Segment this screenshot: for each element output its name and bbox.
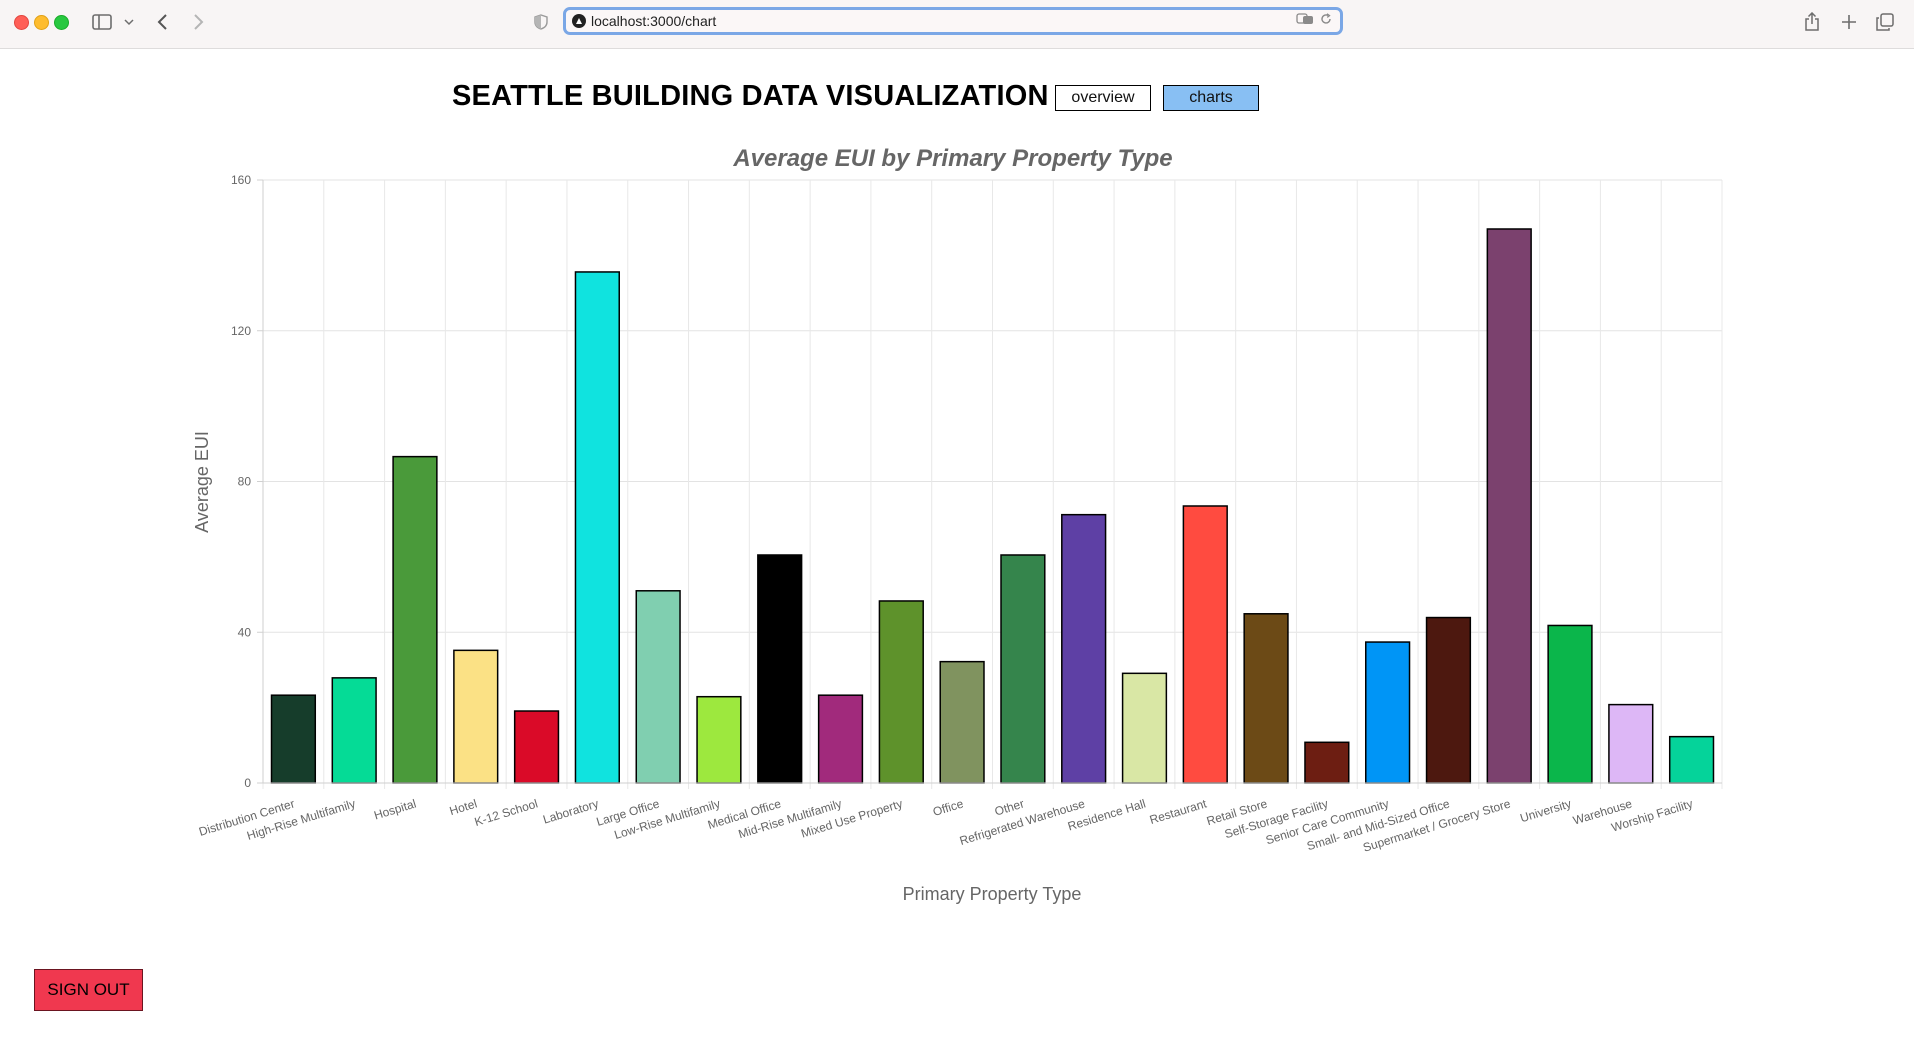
x-tick-label: Restaurant	[1148, 796, 1209, 827]
bar[interactable]	[878, 600, 924, 784]
bar[interactable]	[392, 455, 438, 784]
bar[interactable]	[1182, 505, 1228, 784]
sign-out-button[interactable]: SIGN OUT	[34, 969, 143, 1011]
browser-toolbar: localhost:3000/chart	[0, 0, 1914, 49]
y-tick-label: 0	[244, 776, 251, 790]
bar[interactable]	[1000, 554, 1046, 784]
address-bar[interactable]: localhost:3000/chart	[563, 7, 1343, 35]
x-tick-label: Hospital	[372, 796, 418, 822]
chart-title: Average EUI by Primary Property Type	[732, 145, 1172, 172]
y-tick-label: 80	[238, 475, 252, 489]
bar[interactable]	[453, 649, 499, 784]
y-axis-label: Average EUI	[192, 431, 212, 533]
bar[interactable]	[1668, 735, 1715, 784]
bar[interactable]	[1061, 513, 1107, 784]
bar[interactable]	[1243, 613, 1289, 784]
site-icon	[572, 14, 586, 28]
bar[interactable]	[574, 271, 620, 784]
chevron-down-icon[interactable]	[122, 9, 136, 35]
x-tick-label: K-12 School	[473, 796, 540, 829]
chart-bars	[270, 228, 1715, 784]
new-tab-icon[interactable]	[1838, 9, 1860, 35]
bar[interactable]	[270, 694, 317, 784]
tab-overview-icon[interactable]	[1874, 9, 1896, 35]
forward-arrow-icon[interactable]	[189, 9, 207, 35]
bar[interactable]	[1486, 228, 1532, 784]
bar[interactable]	[635, 590, 681, 784]
x-tick-label: Office	[931, 796, 965, 819]
overview-button[interactable]: overview	[1055, 85, 1151, 111]
bar[interactable]	[696, 695, 742, 784]
chart-grid	[262, 179, 1723, 789]
url-text[interactable]: localhost:3000/chart	[591, 13, 717, 29]
charts-button[interactable]: charts	[1163, 85, 1259, 111]
bar[interactable]	[757, 554, 803, 784]
minimize-window-button[interactable]	[34, 15, 49, 30]
bar[interactable]	[331, 677, 377, 784]
bar[interactable]	[817, 694, 864, 784]
bar[interactable]	[939, 660, 985, 784]
translate-icon[interactable]	[1296, 13, 1314, 28]
x-tick-label: Laboratory	[541, 796, 600, 826]
y-tick-label: 120	[231, 324, 251, 338]
sidebar-icon[interactable]	[90, 9, 114, 35]
bar[interactable]	[1365, 641, 1411, 784]
bar[interactable]	[1121, 672, 1168, 784]
bar[interactable]	[513, 710, 560, 784]
y-tick-label: 160	[231, 173, 251, 187]
reload-icon[interactable]	[1320, 13, 1332, 28]
privacy-shield-icon[interactable]	[532, 9, 550, 35]
page-title: SEATTLE BUILDING DATA VISUALIZATION	[452, 80, 1049, 112]
bar[interactable]	[1608, 703, 1654, 784]
x-tick-label: University	[1518, 796, 1572, 825]
y-tick-label: 40	[238, 625, 252, 639]
bar[interactable]	[1304, 741, 1350, 784]
bar[interactable]	[1547, 624, 1593, 784]
back-arrow-icon[interactable]	[154, 9, 172, 35]
zoom-window-button[interactable]	[54, 15, 69, 30]
close-window-button[interactable]	[14, 15, 29, 30]
bar[interactable]	[1425, 616, 1472, 784]
x-axis-label: Primary Property Type	[903, 884, 1082, 904]
share-icon[interactable]	[1801, 9, 1823, 35]
